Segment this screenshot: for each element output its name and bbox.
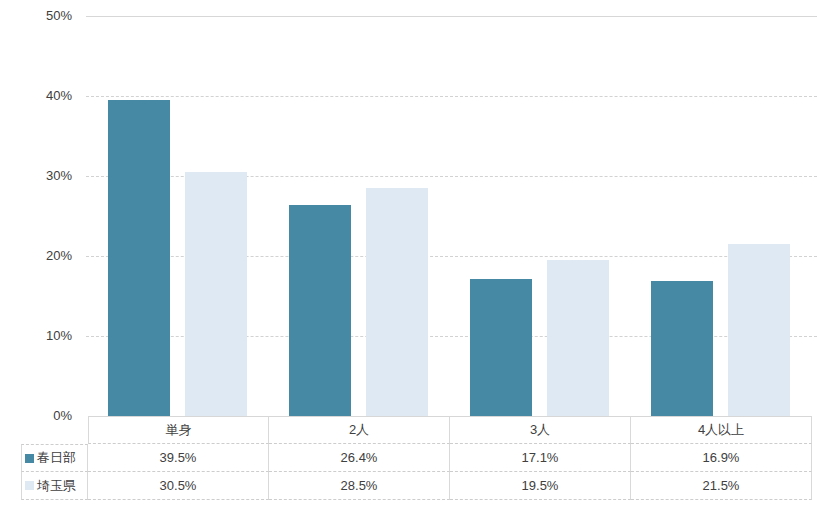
legend-key: 春日部	[21, 444, 88, 472]
table-header-cell: 単身	[88, 416, 269, 444]
table-value-cell: 26.4%	[269, 444, 450, 472]
table-value-cell: 28.5%	[269, 472, 450, 500]
y-axis-tick-label: 20%	[0, 247, 72, 265]
bar-春日部-単身	[108, 100, 170, 416]
bar-春日部-4人以上	[651, 281, 713, 416]
table-value-cell: 17.1%	[450, 444, 631, 472]
y-axis-tick-label: 50%	[0, 7, 72, 25]
table-value-cell: 21.5%	[631, 472, 812, 500]
table-corner-cell	[21, 416, 88, 444]
bar-埼玉県-単身	[185, 172, 247, 416]
y-axis-tick-label: 30%	[0, 167, 72, 185]
y-axis-tick-label: 10%	[0, 327, 72, 345]
bar-春日部-3人	[470, 279, 532, 416]
legend-label: 埼玉県	[37, 477, 76, 495]
gridline	[86, 16, 817, 17]
legend-key: 埼玉県	[21, 472, 88, 500]
bar-埼玉県-2人	[366, 188, 428, 416]
legend-swatch-icon	[25, 454, 34, 463]
gridline	[86, 96, 817, 97]
table-value-cell: 16.9%	[631, 444, 812, 472]
table-value-cell: 19.5%	[450, 472, 631, 500]
table-header-cell: 4人以上	[631, 416, 812, 444]
household-size-bar-chart: 0%10%20%30%40%50% 単身2人3人4人以上春日部39.5%26.4…	[0, 0, 820, 510]
bar-埼玉県-3人	[547, 260, 609, 416]
plot-area	[88, 16, 812, 416]
y-axis-tick-label: 40%	[0, 87, 72, 105]
data-table: 単身2人3人4人以上春日部 39.5%26.4%17.1%16.9% 埼玉県 30.5…	[21, 416, 812, 500]
bar-春日部-2人	[289, 205, 351, 416]
table-header-cell: 2人	[269, 416, 450, 444]
table-value-cell: 30.5%	[88, 472, 269, 500]
bar-埼玉県-4人以上	[728, 244, 790, 416]
table-value-cell: 39.5%	[88, 444, 269, 472]
table-header-cell: 3人	[450, 416, 631, 444]
legend-swatch-icon	[25, 481, 34, 490]
legend-label: 春日部	[37, 449, 76, 467]
